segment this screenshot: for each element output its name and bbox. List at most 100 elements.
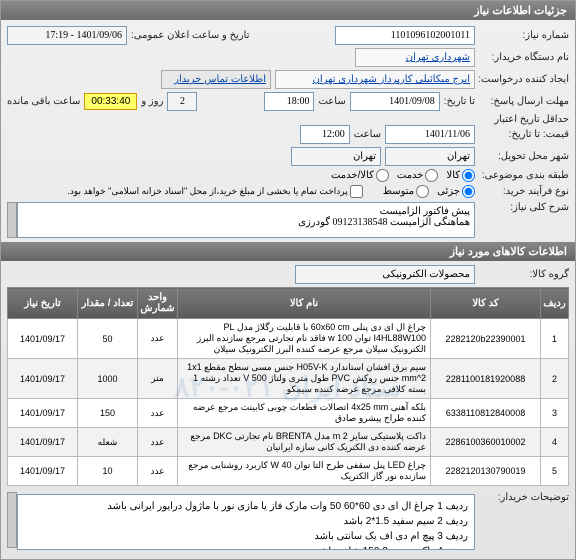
process-label: نوع فرآیند خرید: [479, 186, 569, 197]
th-date: تاریخ نیاز [8, 288, 78, 319]
subject-goods-radio[interactable]: کالا [446, 169, 475, 182]
countdown-box: 00:33:40 [84, 93, 137, 110]
table-row[interactable]: 12282120b22390001چراغ ال ای دی پنلی 60x6… [8, 319, 569, 359]
creator-label: ایجاد کننده درخواست: [479, 74, 569, 85]
announce-label: تاریخ و ساعت اعلان عمومی: [131, 30, 250, 41]
process-mid-radio[interactable]: متوسط [383, 185, 429, 198]
subject-service-input[interactable] [425, 169, 438, 182]
subject-both-radio[interactable]: کالا/خدمت [331, 169, 389, 182]
buyer-notes-label: توضیحات خریدار: [479, 492, 569, 503]
th-unit: واحد شمارش [138, 288, 178, 319]
subject-both-input[interactable] [376, 169, 389, 182]
cell-date: 1401/09/17 [8, 399, 78, 428]
need-desc-label: شرح کلی نیاز: [479, 202, 569, 213]
note-line: ردیف 2 سیم سفید 1.5*2 باشد [24, 514, 468, 529]
province-field [385, 147, 475, 166]
note-line: ردیف 1 چراغ ال ای دی 60*60 50 وات مارک ف… [24, 499, 468, 514]
cell-name: داکت پلاستیکی سایز 2 m مدل BRENTA نام تج… [178, 428, 431, 457]
subject-goods-input[interactable] [462, 169, 475, 182]
cell-qty: 150 [78, 399, 138, 428]
cell-name: چراغ ال ای دی پنلی 60x60 cm با قابلیت رگ… [178, 319, 431, 359]
cell-name: بلکه آهنی 4x25 mm اتصالات قطعات چوبی کاب… [178, 399, 431, 428]
note-line: ردیف 4 داکت نمره 2 150 شاخه باشد [24, 544, 468, 550]
deadline-date-field[interactable] [350, 92, 440, 111]
goods-group-field [295, 265, 475, 284]
cell-idx: 2 [541, 359, 569, 399]
cell-qty: 10 [78, 457, 138, 486]
remain-label: ساعت باقی مانده [7, 96, 80, 107]
process-low-input[interactable] [462, 185, 475, 198]
goods-section-header: اطلاعات کالاهای مورد نیاز [1, 242, 575, 261]
validity-date-field[interactable] [385, 125, 475, 144]
subject-radio-group: کالا خدمت کالا/خدمت [331, 169, 475, 182]
cell-name: سیم برق افشان استاندارد H05V-K جنس مسی س… [178, 359, 431, 399]
cell-unit: عدد [138, 428, 178, 457]
deadline-time-field[interactable] [264, 92, 314, 111]
announce-field [7, 26, 127, 45]
th-name: نام کالا [178, 288, 431, 319]
cell-idx: 5 [541, 457, 569, 486]
cell-idx: 1 [541, 319, 569, 359]
table-row[interactable]: 36338110812840008بلکه آهنی 4x25 mm اتصال… [8, 399, 569, 428]
org-link[interactable]: شهرداری تهران [355, 48, 475, 67]
need-no-field[interactable] [335, 26, 475, 45]
process-mid-input[interactable] [416, 185, 429, 198]
cell-code: 2282120130790019 [431, 457, 541, 486]
partial-pay-checkbox[interactable] [350, 185, 363, 198]
need-no-label: شماره نیاز: [479, 30, 569, 41]
main-window: جزئیات اطلاعات نیاز شماره نیاز: تاریخ و … [0, 0, 576, 560]
th-code: کد کالا [431, 288, 541, 319]
days-remain-field [167, 92, 197, 111]
cell-idx: 3 [541, 399, 569, 428]
contact-button[interactable]: اطلاعات تماس خریدار [161, 70, 271, 89]
org-label: نام دستگاه خریدار: [479, 52, 569, 63]
cell-unit: عدد [138, 399, 178, 428]
cell-date: 1401/09/17 [8, 428, 78, 457]
table-row[interactable]: 22281100181920088سیم برق افشان استاندارد… [8, 359, 569, 399]
validity-time-label: ساعت [354, 129, 381, 140]
subject-service-radio[interactable]: خدمت [397, 169, 439, 182]
city-label: شهر محل تحویل: [479, 151, 569, 162]
creator-link[interactable]: ایرج میکائیلی کارپرداز شهرداری تهران [275, 70, 475, 89]
window-titlebar: جزئیات اطلاعات نیاز [1, 1, 575, 20]
buyer-notes-box[interactable]: ردیف 1 چراغ ال ای دی 60*60 50 وات مارک ف… [17, 494, 475, 550]
cell-qty: 50 [78, 319, 138, 359]
cell-date: 1401/09/17 [8, 319, 78, 359]
cell-code: 6338110812840008 [431, 399, 541, 428]
note-line: ردیف 3 پیچ ام دی اف یک سانتی باشد [24, 529, 468, 544]
cell-unit: عدد [138, 457, 178, 486]
cell-code: 2282120b22390001 [431, 319, 541, 359]
window-content: شماره نیاز: تاریخ و ساعت اعلان عمومی: نا… [1, 20, 575, 559]
deadline-time-label: ساعت [318, 96, 345, 107]
cell-idx: 4 [541, 428, 569, 457]
cell-unit: عدد [138, 319, 178, 359]
cell-date: 1401/09/17 [8, 457, 78, 486]
cell-date: 1401/09/17 [8, 359, 78, 399]
price-label: قیمت: تا تاریخ: [479, 129, 569, 140]
table-row[interactable]: 42286100360010002داکت پلاستیکی سایز 2 m … [8, 428, 569, 457]
city-field [291, 147, 381, 166]
deadline-label: مهلت ارسال پاسخ: [479, 96, 569, 107]
cell-code: 2286100360010002 [431, 428, 541, 457]
th-idx: ردیف [541, 288, 569, 319]
notes-scrollbar[interactable] [7, 492, 17, 548]
validity-label: حداقل تاریخ اعتبار [479, 114, 569, 125]
window-title: جزئیات اطلاعات نیاز [474, 5, 567, 17]
subject-label: طبقه بندی موضوعی: [479, 170, 569, 181]
cell-unit: متر [138, 359, 178, 399]
th-qty: تعداد / مقدار [78, 288, 138, 319]
goods-table: ردیف کد کالا نام کالا واحد شمارش تعداد /… [7, 287, 569, 486]
cell-qty: شعله [78, 428, 138, 457]
textarea-scrollbar[interactable] [7, 202, 17, 238]
deadline-sublabel: تا تاریخ: [444, 96, 475, 107]
cell-qty: 1000 [78, 359, 138, 399]
process-low-radio[interactable]: جزئی [437, 185, 475, 198]
table-row[interactable]: 52282120130790019چراغ LED پنل سقفی طرح ا… [8, 457, 569, 486]
need-desc-textarea[interactable]: پیش فاکتور الزامیست هماهنگی الزامیست 091… [17, 202, 475, 238]
table-container: ستاد ایران ۰۲۱-۸۲۰ ردیف کد کالا نام کالا… [7, 287, 569, 486]
cell-name: چراغ LED پنل سقفی طرح التا توان W 40 کار… [178, 457, 431, 486]
validity-time-field[interactable] [300, 125, 350, 144]
goods-group-label: گروه کالا: [479, 269, 569, 280]
partial-pay-check[interactable]: پرداخت تمام یا بخشی از مبلغ خرید،از محل … [67, 185, 362, 198]
days-remain-label: روز و [141, 96, 163, 107]
